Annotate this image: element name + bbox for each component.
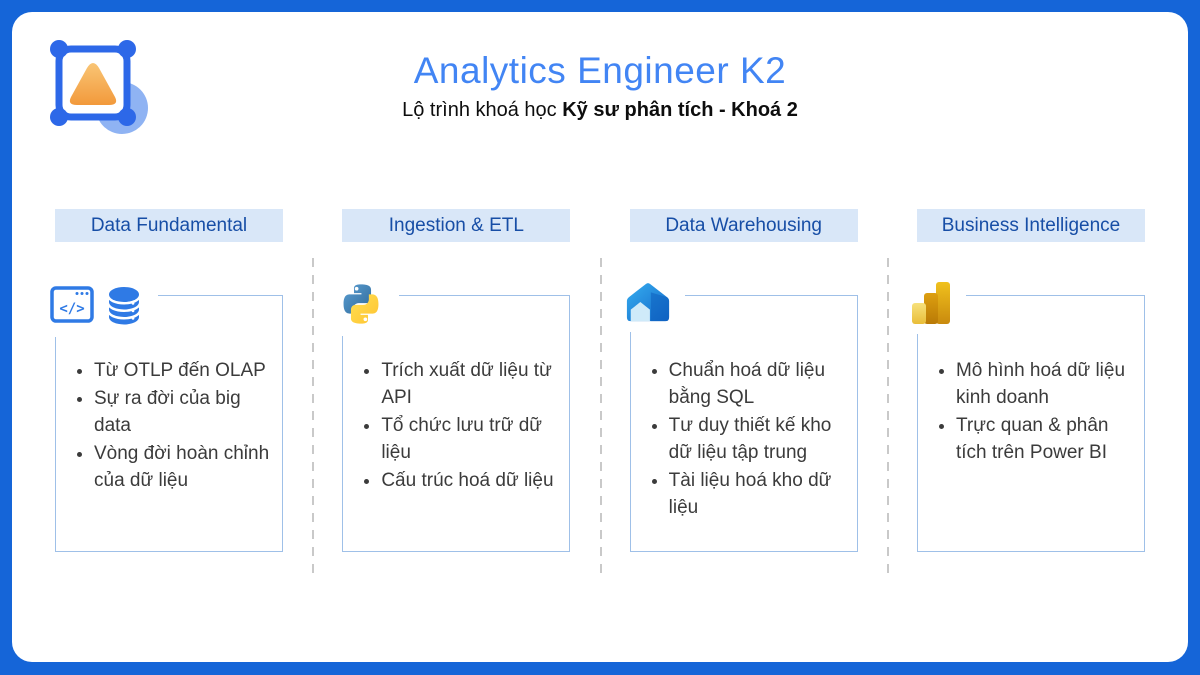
bullet-item: Cấu trúc hoá dữ liệu	[381, 468, 559, 495]
bullet-item: Chuẩn hoá dữ liệu bằng SQL	[669, 358, 847, 412]
column-header-label: Data Warehousing	[665, 215, 822, 236]
warehouse-icon	[625, 280, 671, 324]
column-header: Ingestion & ETL	[342, 209, 571, 242]
python-icon	[337, 280, 385, 328]
course-column: Ingestion & ETL Trích xuất dữ liệu từ AP…	[312, 209, 571, 580]
bullet-item: Trực quan & phân tích trên Power BI	[956, 413, 1134, 467]
bullet-item: Từ OTLP đến OLAP	[94, 358, 272, 385]
bullet-item: Mô hình hoá dữ liệu kinh doanh	[956, 358, 1134, 412]
column-header: Data Warehousing	[629, 209, 858, 242]
database-icon	[104, 280, 144, 329]
bullet-item: Tài liệu hoá kho dữ liệu	[669, 468, 847, 522]
column-header-label: Data Fundamental	[90, 215, 248, 236]
column-header-label: Business Intelligence	[941, 215, 1121, 236]
power-bi-icon	[911, 280, 952, 326]
page-subtitle: Lộ trình khoá học Kỹ sư phân tích - Khoá…	[12, 99, 1188, 122]
bullet-item: Sự ra đời của big data	[94, 386, 272, 440]
code-window-icon: </>	[50, 286, 94, 323]
bullet-list: Chuẩn hoá dữ liệu bằng SQLTư duy thiết k…	[633, 358, 847, 522]
app-logo	[46, 40, 152, 140]
course-columns: Data Fundamental </> Từ OTLP đến OLAPSự …	[46, 209, 1145, 580]
page-header: Analytics Engineer K2 Lộ trình khoá học …	[12, 50, 1188, 122]
column-header: Data Fundamental	[55, 209, 283, 242]
subtitle-bold: Kỹ sư phân tích - Khoá 2	[562, 99, 798, 121]
icon-strip: </>	[46, 280, 158, 337]
app-logo-graphic	[50, 40, 148, 134]
svg-text:</>: </>	[59, 301, 84, 317]
slide-canvas: Analytics Engineer K2 Lộ trình khoá học …	[12, 12, 1188, 662]
subtitle-prefix: Lộ trình khoá học	[402, 99, 563, 121]
page-title: Analytics Engineer K2	[413, 50, 787, 91]
column-card: </> Từ OTLP đến OLAPSự ra đời của big da…	[46, 280, 283, 552]
course-column: Business Intelligence Mô hình hoá dữ liệ…	[886, 209, 1145, 580]
bullet-item: Trích xuất dữ liệu từ API	[381, 358, 559, 412]
bullet-list: Mô hình hoá dữ liệu kinh doanhTrực quan …	[920, 358, 1134, 467]
course-column: Data Fundamental </> Từ OTLP đến OLAPSự …	[46, 209, 283, 552]
course-column: Data Warehousing Chuẩn hoá dữ liệu bằng …	[599, 209, 858, 580]
bullet-list: Từ OTLP đến OLAPSự ra đời của big dataVò…	[58, 358, 272, 495]
icon-strip	[620, 280, 685, 332]
bullet-list: Trích xuất dữ liệu từ APITổ chức lưu trữ…	[345, 358, 559, 495]
column-card: Chuẩn hoá dữ liệu bằng SQLTư duy thiết k…	[620, 280, 858, 552]
column-header: Business Intelligence	[916, 209, 1145, 242]
icon-strip	[333, 280, 400, 336]
bullet-item: Tổ chức lưu trữ dữ liệu	[381, 413, 559, 467]
column-header-label: Ingestion & ETL	[388, 215, 524, 236]
column-card: Trích xuất dữ liệu từ APITổ chức lưu trữ…	[333, 280, 571, 552]
bullet-item: Vòng đời hoàn chỉnh của dữ liệu	[94, 441, 272, 495]
icon-strip	[907, 280, 966, 334]
bullet-item: Tư duy thiết kế kho dữ liệu tập trung	[669, 413, 847, 467]
column-card: Mô hình hoá dữ liệu kinh doanhTrực quan …	[907, 280, 1145, 552]
